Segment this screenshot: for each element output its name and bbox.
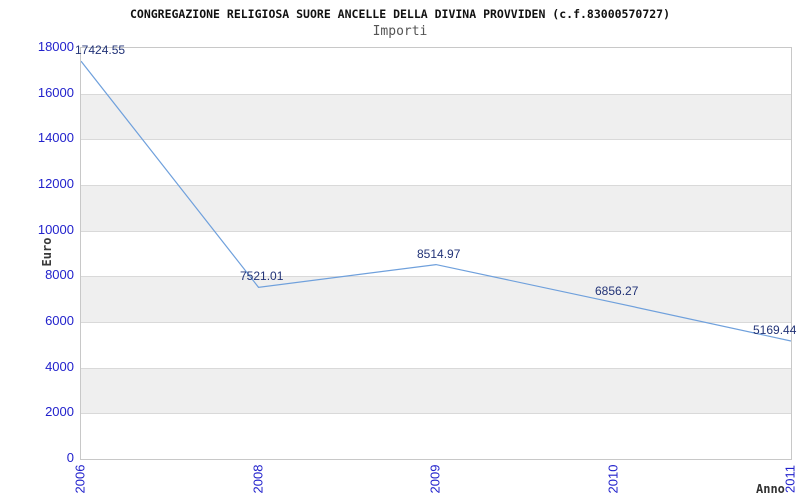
point-label: 6856.27: [595, 284, 639, 298]
plot-band: [81, 139, 791, 185]
gridline: [81, 231, 791, 232]
y-tick-label: 6000: [45, 313, 74, 328]
plot-band: [81, 93, 791, 140]
point-label: 17424.55: [75, 43, 126, 57]
gridline: [81, 276, 791, 277]
plot-band: [81, 276, 791, 322]
plot-band: [81, 230, 791, 277]
plot-band: [81, 48, 791, 94]
gridline: [81, 139, 791, 140]
gridline: [81, 185, 791, 186]
y-tick-label: 2000: [45, 404, 74, 419]
gridline: [81, 322, 791, 323]
y-axis-title-text: Euro: [40, 237, 54, 267]
x-tick-label-text: 2009: [427, 464, 443, 494]
point-label: 8514.97: [417, 247, 461, 261]
point-label: 7521.01: [240, 269, 284, 283]
plot-band: [81, 322, 791, 368]
plot-band: [81, 185, 791, 231]
plot-band: [81, 413, 791, 459]
y-tick-label: 10000: [37, 222, 74, 237]
chart-title: CONGREGAZIONE RELIGIOSA SUORE ANCELLE DE…: [129, 7, 671, 21]
gridline: [81, 368, 791, 369]
y-tick-label: 8000: [45, 267, 74, 282]
y-tick-label: 18000: [37, 39, 74, 54]
y-tick-label: 14000: [37, 130, 74, 145]
gridline: [81, 413, 791, 414]
x-tick-label-text: 2010: [605, 464, 620, 494]
x-axis-title: Anno: [756, 482, 785, 496]
x-tick-label-text: 2008: [250, 464, 265, 494]
plot-band: [81, 367, 791, 414]
y-tick-label: 4000: [45, 359, 74, 374]
plot-area: [80, 47, 792, 460]
chart-subtitle: Importi: [372, 24, 428, 39]
point-label: 5169.44: [753, 323, 797, 337]
y-tick-label: 0: [66, 450, 74, 465]
y-tick-label: 12000: [37, 176, 74, 191]
gridline: [81, 94, 791, 95]
x-tick-label-text: 2006: [72, 464, 88, 494]
data-line: [81, 60, 791, 342]
y-tick-label: 16000: [37, 85, 74, 100]
